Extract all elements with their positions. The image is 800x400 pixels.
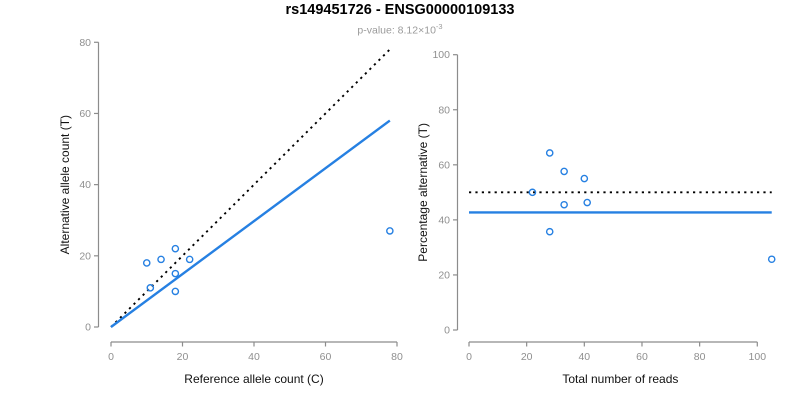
y-tick-label: 0	[85, 322, 91, 334]
x-tick-label: 80	[694, 351, 706, 363]
x-tick-label: 100	[749, 351, 767, 363]
y-tick-label: 100	[432, 49, 450, 61]
data-point	[580, 174, 589, 183]
x-tick-label: 60	[636, 351, 648, 363]
data-point	[560, 167, 568, 176]
y-tick-label: 0	[444, 325, 450, 337]
y-tick-label: 60	[79, 108, 91, 120]
y-axis-title: Percentage alternative (T)	[416, 123, 430, 262]
x-tick-label: 0	[466, 351, 472, 363]
data-point	[528, 188, 537, 197]
pvalue-exponent: -3	[435, 22, 443, 31]
fit-line	[110, 119, 391, 328]
data-point	[171, 287, 180, 296]
y-tick-label: 80	[438, 104, 450, 116]
x-axis-title: Total number of reads	[562, 372, 678, 386]
x-tick-label: 40	[248, 351, 260, 363]
data-point	[157, 255, 165, 264]
x-tick-label: 20	[177, 351, 189, 363]
x-tick-label: 40	[578, 351, 590, 363]
x-tick-label: 0	[108, 351, 114, 363]
data-point	[171, 244, 180, 253]
data-point	[146, 284, 155, 292]
x-tick-label: 80	[391, 351, 403, 363]
data-point	[185, 255, 194, 264]
left-scatter-plot: 0 20 40 60 80 0 20 40 60 80 Reference allele count…	[58, 37, 403, 386]
y-tick-label: 80	[79, 37, 91, 49]
data-point	[171, 269, 180, 278]
right-scatter-plot: 0 20 40 60 80 100 0 20 40 60 80 100 Total number of …	[416, 49, 776, 386]
data-point	[767, 255, 776, 264]
data-point	[560, 200, 568, 209]
data-point	[142, 259, 151, 267]
identity-line	[110, 48, 391, 328]
data-point	[386, 227, 394, 235]
data-point	[545, 227, 554, 236]
y-axis-title: Alternative allele count (T)	[58, 115, 72, 254]
x-axis-title: Reference allele count (C)	[184, 372, 323, 386]
pvalue-text: p-value: 8.12×10	[357, 24, 436, 37]
figure-subtitle: p-value: 8.12×10-3	[0, 22, 800, 37]
x-tick-label: 20	[521, 351, 533, 363]
y-tick-label: 20	[79, 250, 91, 262]
y-tick-label: 60	[438, 159, 450, 171]
figure-title: rs149451726 - ENSG00000109133	[285, 2, 515, 18]
y-tick-label: 40	[438, 214, 450, 226]
x-tick-label: 60	[320, 351, 332, 363]
y-tick-label: 20	[438, 269, 450, 281]
data-point	[545, 149, 554, 157]
y-tick-label: 40	[79, 179, 91, 191]
data-point	[583, 198, 592, 207]
